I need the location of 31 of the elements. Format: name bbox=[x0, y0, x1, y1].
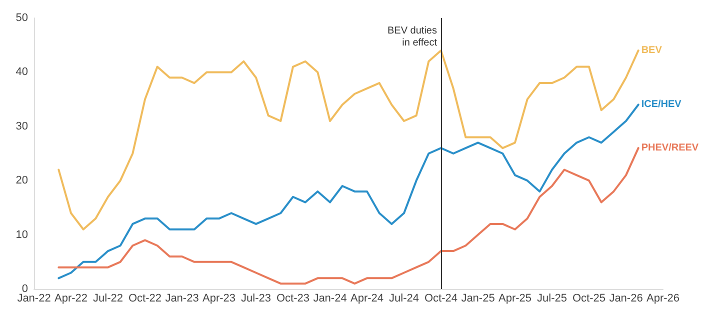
x-tick-label: Jul-24 bbox=[389, 292, 419, 304]
x-tick-label: Jan-26 bbox=[609, 292, 643, 304]
x-tick-label: Apr-22 bbox=[54, 292, 88, 304]
x-tick-label: Oct-23 bbox=[276, 292, 310, 304]
x-tick-label: Jan-25 bbox=[461, 292, 495, 304]
line-series bbox=[58, 104, 640, 280]
x-tick-label: Jan-24 bbox=[313, 292, 347, 304]
x-tick-label: Oct-25 bbox=[572, 292, 606, 304]
x-tick-label: Oct-22 bbox=[128, 292, 162, 304]
x-tick-label: Oct-24 bbox=[424, 292, 458, 304]
line-series bbox=[58, 147, 640, 285]
series-label: PHEV/REEV bbox=[641, 142, 699, 154]
x-tick-label: Apr-23 bbox=[202, 292, 236, 304]
y-tick-label: 30 bbox=[16, 120, 28, 132]
x-tick-label: Apr-25 bbox=[498, 292, 532, 304]
y-tick-label: 10 bbox=[16, 228, 28, 241]
y-tick-label: 40 bbox=[16, 66, 28, 78]
x-tick-label: Jan-22 bbox=[17, 292, 51, 304]
x-tick-label: Jul-22 bbox=[93, 292, 123, 304]
x-tick-label: Jan-23 bbox=[165, 292, 199, 304]
x-tick-label: Jul-25 bbox=[537, 292, 567, 304]
series-label: ICE/HEV bbox=[641, 99, 682, 110]
series-label: BEV bbox=[641, 45, 662, 56]
y-tick-label: 50 bbox=[16, 12, 28, 24]
x-tick-label: Apr-26 bbox=[646, 292, 680, 304]
y-tick-label: 20 bbox=[16, 174, 28, 187]
ref-line-label: BEV duties in effect bbox=[388, 26, 438, 48]
line-series bbox=[58, 50, 640, 230]
x-tick-label: Apr-24 bbox=[350, 292, 384, 304]
y-tick-label: 0 bbox=[22, 283, 28, 295]
x-tick-label: Jul-23 bbox=[241, 292, 271, 304]
